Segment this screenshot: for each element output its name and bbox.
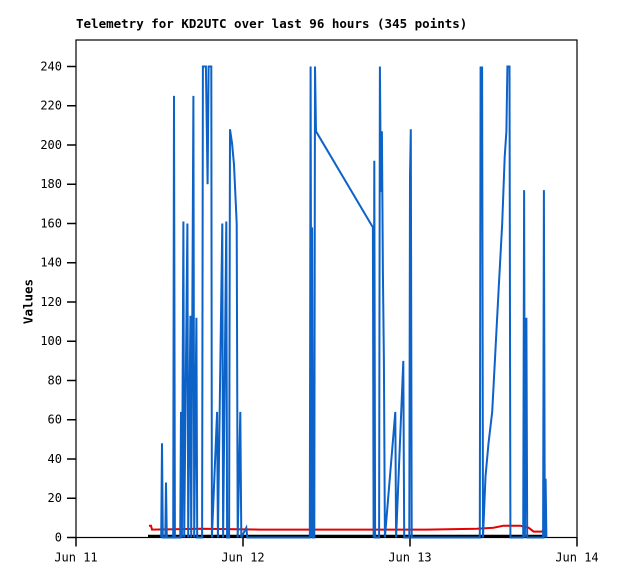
plot-frame xyxy=(75,39,578,539)
chart-title: Telemetry for KD2UTC over last 96 hours … xyxy=(76,16,468,31)
y-tick-label: 100 xyxy=(40,334,62,348)
y-tick-label: 200 xyxy=(40,138,62,152)
y-tick-label: 180 xyxy=(40,177,62,191)
y-tick-label: 140 xyxy=(40,256,62,270)
y-tick-label: 60 xyxy=(48,413,62,427)
y-axis-label: Values xyxy=(20,278,36,325)
x-tick-label: Jun 11 xyxy=(54,551,97,565)
x-tick-label: Jun 13 xyxy=(388,551,431,565)
y-tick-label: 40 xyxy=(48,452,62,466)
x-tick-label: Jun 14 xyxy=(555,551,598,565)
series-channel-red xyxy=(149,520,547,533)
y-tick-label: 220 xyxy=(40,99,62,113)
y-tick-label: 160 xyxy=(40,216,62,230)
series-channel-blue xyxy=(160,65,548,539)
y-tick-label: 20 xyxy=(48,491,62,505)
x-tick-label: Jun 12 xyxy=(221,551,264,565)
y-tick-label: 80 xyxy=(48,373,62,387)
y-tick-label: 120 xyxy=(40,295,62,309)
y-tick-label: 0 xyxy=(55,531,62,545)
y-tick-label: 240 xyxy=(40,59,62,73)
